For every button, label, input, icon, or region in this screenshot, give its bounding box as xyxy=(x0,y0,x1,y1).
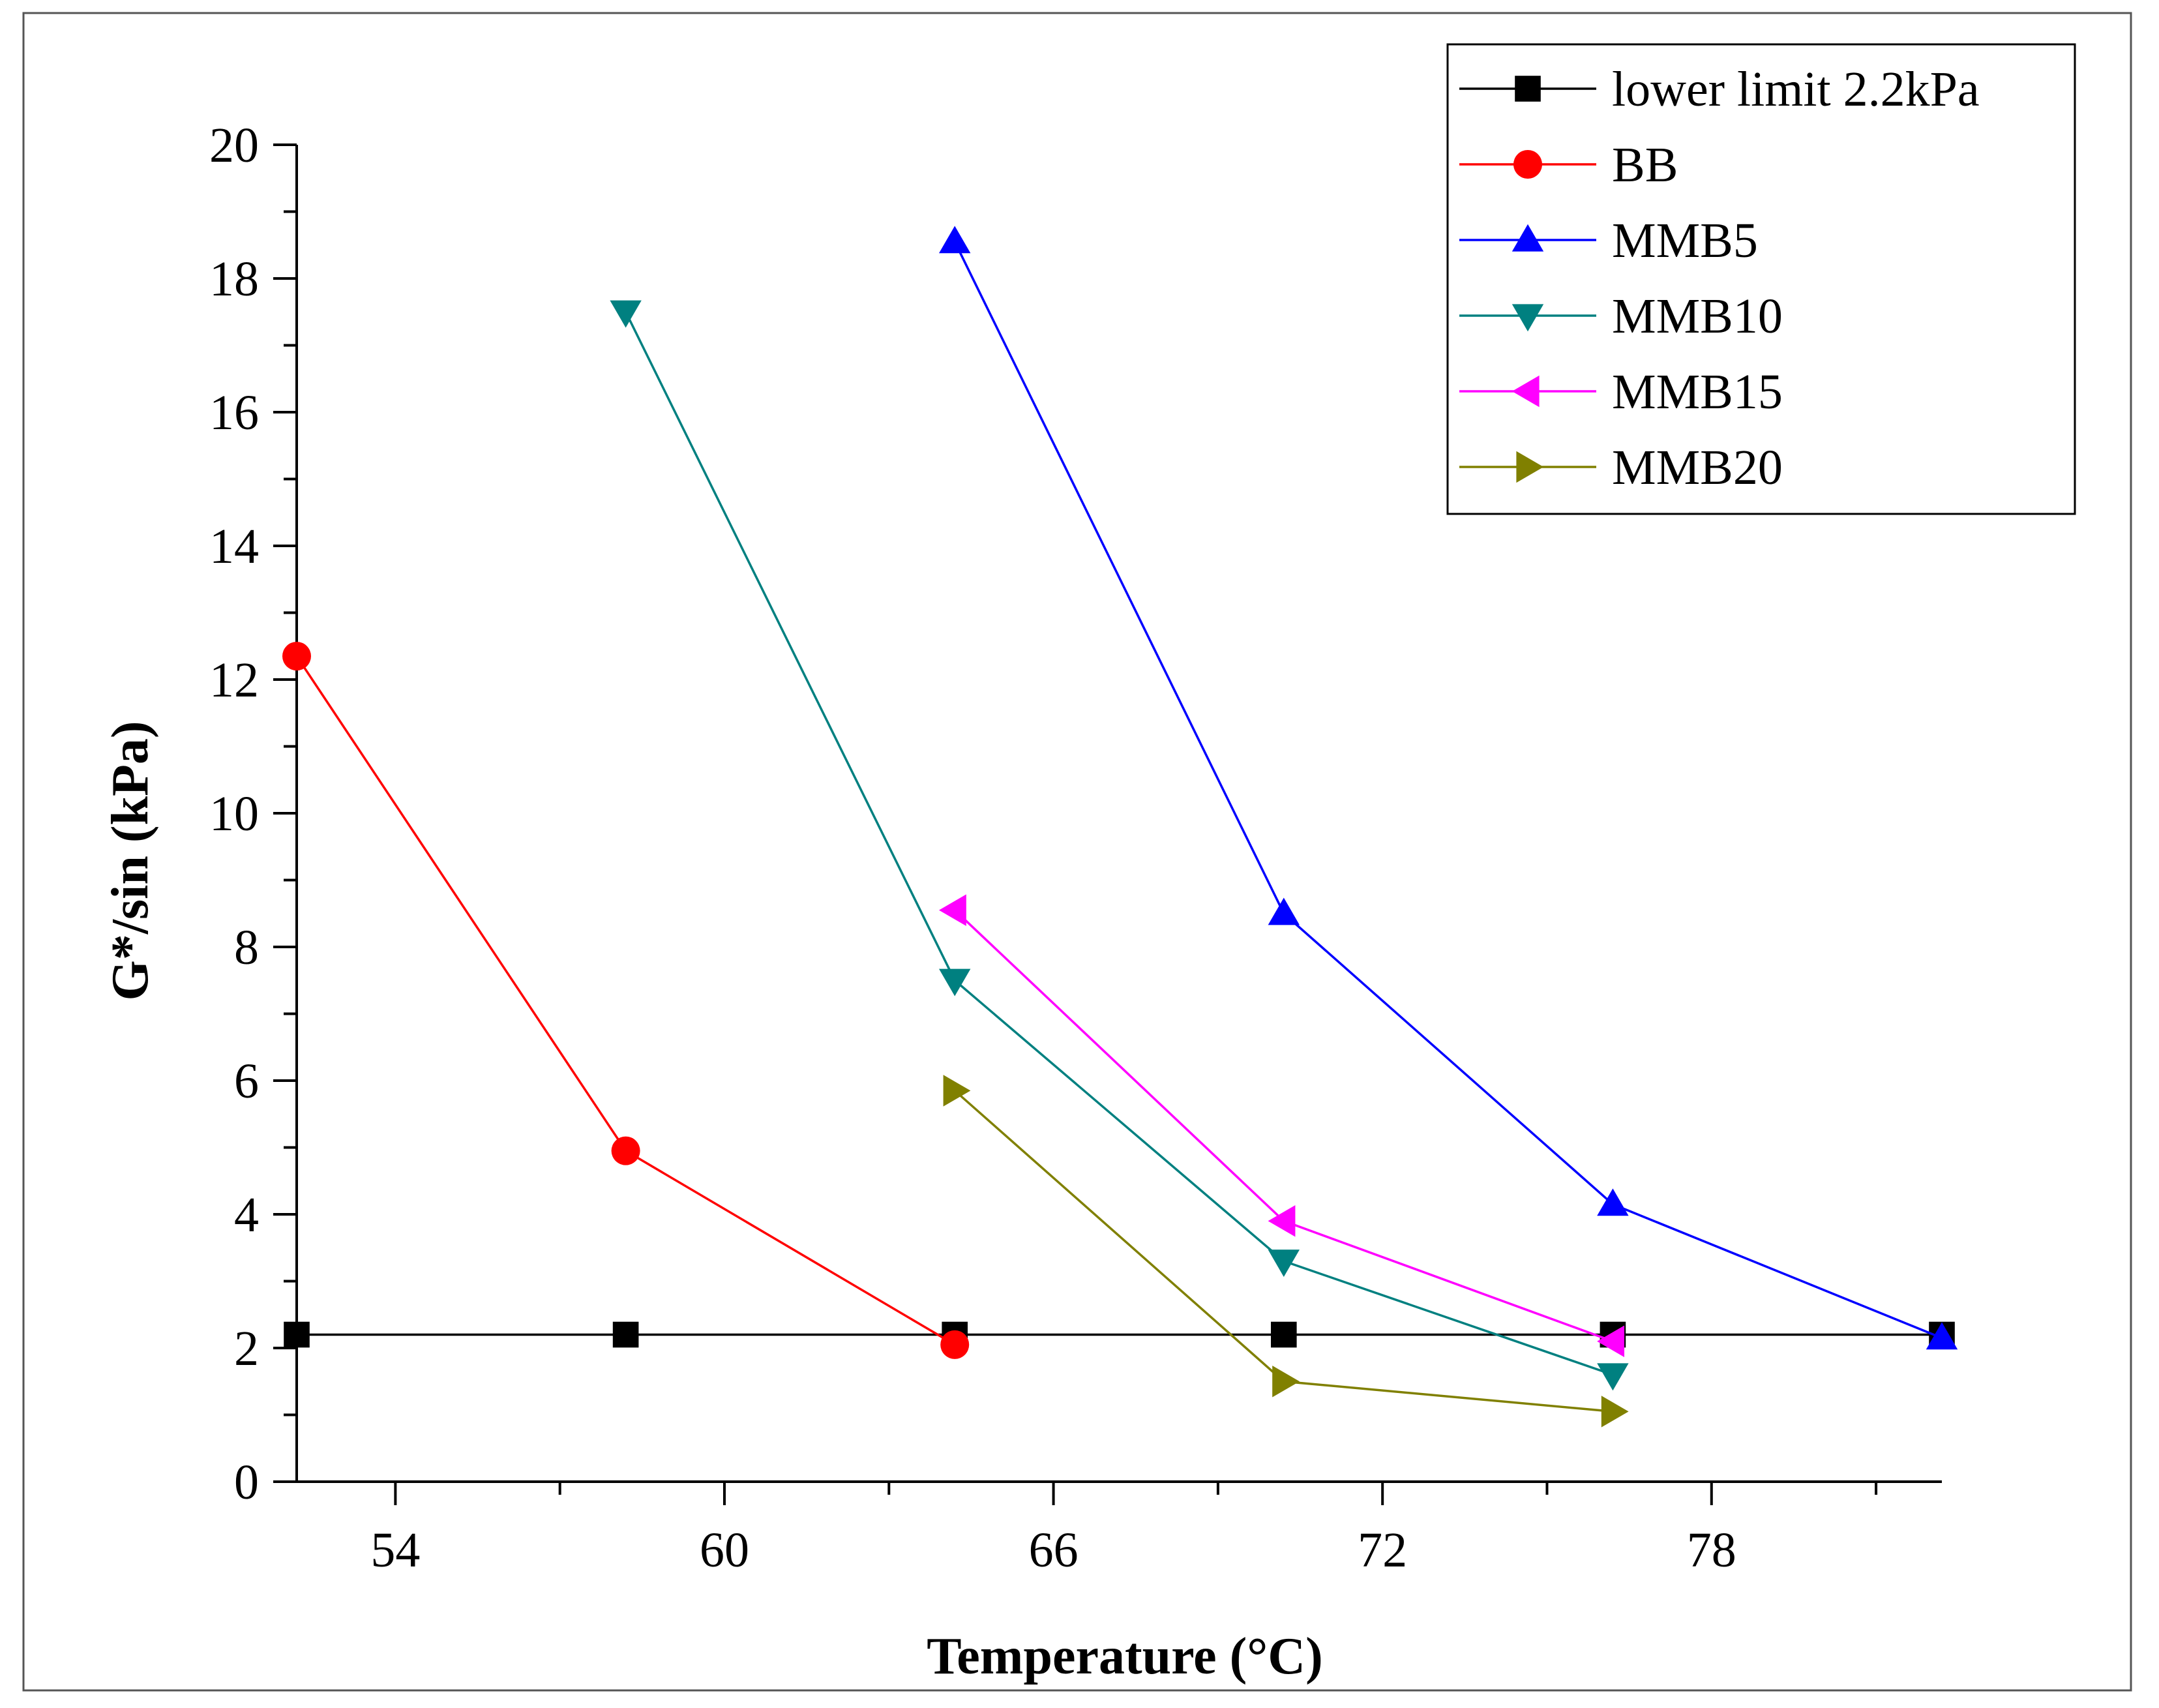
legend-marker xyxy=(1511,304,1544,332)
series-5 xyxy=(943,1075,1629,1428)
legend: lower limit 2.2kPa BB MMB5 MMB10 MMB15 MMB20 xyxy=(1446,43,2076,515)
data-point xyxy=(612,1321,639,1348)
y-tick-label: 8 xyxy=(234,920,259,975)
data-point xyxy=(284,1321,310,1348)
y-tick-label: 6 xyxy=(234,1054,259,1109)
legend-label: MMB10 xyxy=(1612,289,1783,344)
x-axis-title: Temperature (°C) xyxy=(927,1628,1322,1685)
x-tick-label: 72 xyxy=(1358,1523,1407,1578)
data-point xyxy=(1597,1363,1629,1391)
x-tick-label: 78 xyxy=(1687,1523,1736,1578)
data-point xyxy=(282,642,311,671)
legend-entry: MMB15 xyxy=(1459,365,1783,419)
series-line xyxy=(625,311,1613,1376)
legend-marker xyxy=(1511,224,1544,252)
y-tick-label: 18 xyxy=(209,252,259,307)
series-line xyxy=(953,241,1943,1340)
legend-marker xyxy=(1516,451,1544,483)
data-point xyxy=(1268,1205,1296,1237)
data-point xyxy=(1272,1366,1300,1398)
data-point xyxy=(939,894,966,926)
series-4 xyxy=(939,894,1624,1357)
x-tick-label: 54 xyxy=(370,1523,420,1578)
y-tick-label: 4 xyxy=(234,1188,259,1242)
y-tick-label: 14 xyxy=(209,519,259,574)
y-tick-label: 2 xyxy=(234,1321,259,1376)
y-axis-title: G*/sin (kPa) xyxy=(102,721,159,1001)
data-point xyxy=(1271,1321,1297,1348)
x-tick-label: 66 xyxy=(1029,1523,1079,1578)
data-point xyxy=(1601,1396,1629,1428)
legend-label: MMB15 xyxy=(1612,365,1783,419)
series-3 xyxy=(610,300,1629,1391)
data-point xyxy=(1597,1188,1629,1216)
y-tick-label: 20 xyxy=(209,118,259,173)
y-tick-label: 12 xyxy=(209,653,259,708)
legend-box xyxy=(1446,43,2076,515)
data-point xyxy=(1268,1250,1300,1277)
legend-entry: lower limit 2.2kPa xyxy=(1459,62,1980,117)
series-2 xyxy=(939,226,1958,1350)
y-tick-label: 0 xyxy=(234,1455,259,1510)
axes: 0 2 4 6 8 10 12 14 16 18 20 54 60 66 72 78 xyxy=(209,118,1942,1578)
y-tick-label: 10 xyxy=(209,787,259,841)
legend-marker xyxy=(1513,150,1542,179)
legend-marker xyxy=(1511,375,1540,408)
data-point xyxy=(939,226,971,254)
y-tick-label: 16 xyxy=(209,385,259,440)
legend-entry: MMB10 xyxy=(1459,289,1783,344)
legend-entry: MMB20 xyxy=(1459,440,1783,495)
legend-entry: MMB5 xyxy=(1459,213,1758,268)
data-point xyxy=(610,300,642,328)
plot-series xyxy=(282,226,1958,1428)
series-1 xyxy=(282,642,970,1359)
data-point xyxy=(939,968,971,996)
legend-label: BB xyxy=(1612,138,1678,192)
legend-label: lower limit 2.2kPa xyxy=(1612,62,1980,117)
data-point xyxy=(940,1330,970,1359)
legend-entry: BB xyxy=(1459,138,1678,192)
legend-label: MMB5 xyxy=(1612,213,1758,268)
data-point xyxy=(1268,897,1300,925)
data-point xyxy=(1926,1322,1958,1350)
data-point xyxy=(611,1136,640,1165)
data-point xyxy=(1597,1325,1624,1357)
legend-label: MMB20 xyxy=(1612,440,1783,495)
x-tick-label: 60 xyxy=(700,1523,749,1578)
legend-marker xyxy=(1515,76,1541,102)
data-point xyxy=(943,1075,971,1107)
